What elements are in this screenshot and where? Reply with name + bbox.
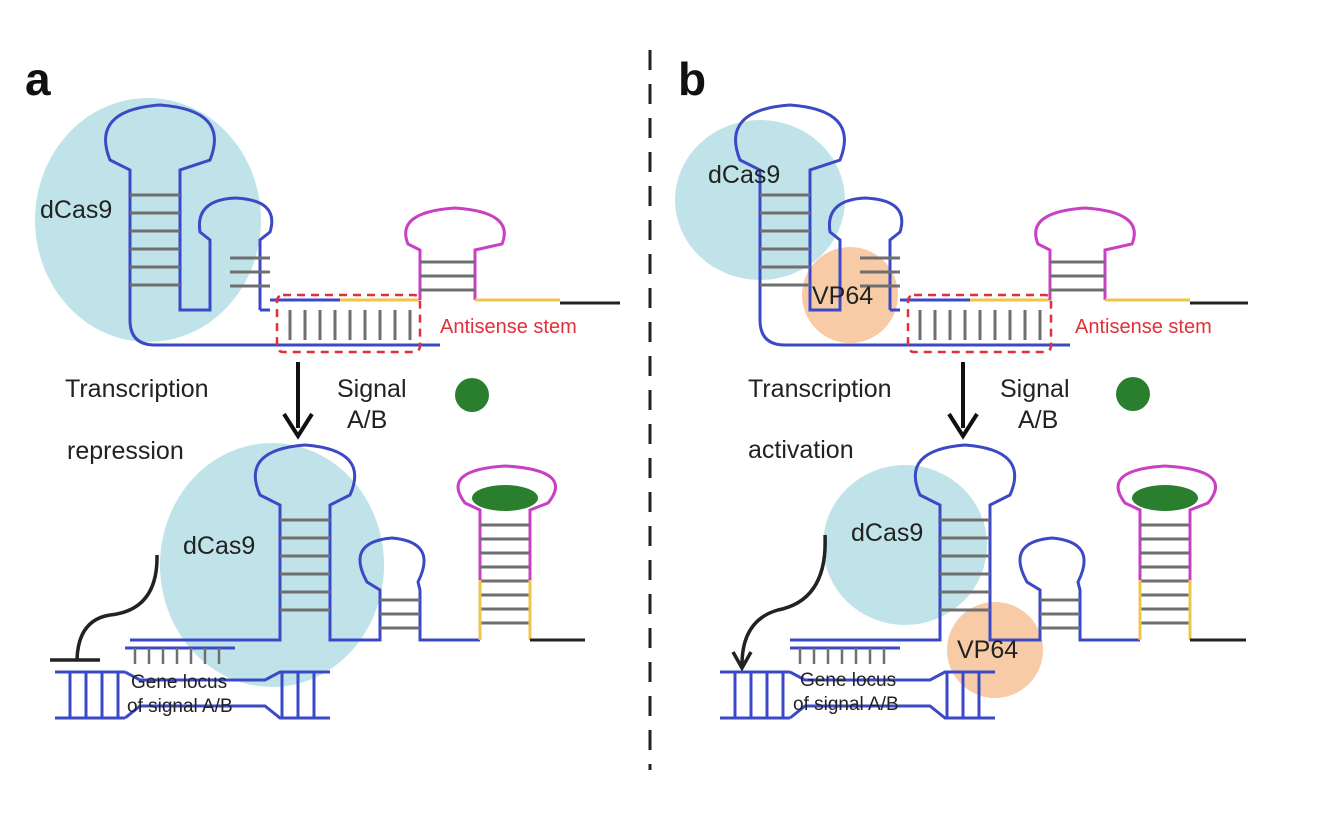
arrow-head-a [282, 412, 314, 440]
signal-molecule-a [455, 378, 489, 412]
repression-label-a: repression [67, 437, 184, 465]
magenta-hairpin-bottom-b [1116, 464, 1217, 640]
sgrna-top-a [104, 103, 440, 347]
gene-locus-label2-a: of signal A/B [127, 696, 233, 717]
gene-locus-label2-b: of signal A/B [793, 694, 899, 715]
vp64-label-top-b: VP64 [812, 282, 873, 310]
stem1-rungs-bottom-b [940, 518, 990, 612]
dcas9-label-bottom-a: dCas9 [183, 532, 255, 560]
signal-ab-label-a: A/B [347, 406, 387, 434]
signal-label-b: Signal [1000, 375, 1070, 403]
panel-a-letter: a [25, 53, 51, 105]
bound-signal-b [1132, 485, 1198, 511]
activation-arrowhead-b [731, 651, 753, 672]
activation-label-b: activation [748, 436, 854, 464]
dcas9-blob-top-a [35, 98, 261, 342]
stem2-rungs-b [860, 256, 900, 288]
magenta-hairpin-a [404, 206, 506, 300]
antisense-box-b [906, 293, 1053, 354]
stem2-rungs-bottom-a [380, 598, 420, 630]
stem1-rungs-bottom-a [280, 518, 330, 612]
signal-ab-label-b: A/B [1018, 406, 1058, 434]
antisense-duplex-a [288, 310, 412, 340]
repression-bar-a [75, 554, 159, 661]
magenta-hairpin-bottom-a [456, 464, 557, 640]
signal-molecule-b [1116, 377, 1150, 411]
gene-locus-rungs-b [733, 672, 981, 718]
stem1-rungs-a [130, 193, 180, 287]
magenta-rungs-b [1050, 260, 1105, 292]
antisense-duplex-b [918, 310, 1042, 340]
magenta-rungs-bottom-a [480, 523, 530, 625]
arrow-head-b [947, 412, 979, 440]
gene-locus-label-a: Gene locus [131, 672, 227, 693]
stem1-rungs-b [760, 193, 810, 287]
antisense-label-b: Antisense stem [1075, 316, 1212, 338]
dcas9-blob-bottom-a [160, 443, 384, 687]
activation-arrow-b [740, 534, 827, 666]
magenta-rungs-bottom-b [1140, 523, 1190, 625]
guide-dna-rungs-a [133, 648, 221, 664]
vp64-blob-bottom-b [947, 602, 1043, 698]
dcas9-label-bottom-b: dCas9 [851, 519, 923, 547]
transcription-label-b: Transcription [748, 375, 892, 403]
dcas9-label-top-a: dCas9 [40, 196, 112, 224]
vp64-label-bottom-b: VP64 [957, 636, 1018, 664]
panel-b: b VP64 [675, 53, 1248, 720]
sgrna-top-b [734, 103, 1070, 347]
dcas9-blob-bottom-b [823, 465, 987, 625]
antisense-label-a: Antisense stem [440, 316, 577, 338]
gene-locus-rungs-a [68, 672, 316, 718]
guide-dna-rungs-b [798, 648, 886, 664]
panel-a: a [25, 53, 620, 720]
stem2-rungs-a [230, 256, 270, 288]
bound-signal-a [472, 485, 538, 511]
transcription-label-a: Transcription [65, 375, 209, 403]
panel-b-letter: b [678, 53, 706, 105]
dcas9-label-top-b: dCas9 [708, 161, 780, 189]
scaffold-backbone-a [104, 103, 274, 347]
magenta-rungs-a [420, 260, 475, 292]
antisense-box-a [275, 293, 422, 354]
signal-label-a: Signal [337, 375, 407, 403]
gene-locus-label-b: Gene locus [800, 670, 896, 691]
stem2-rungs-bottom-b [1040, 598, 1080, 630]
magenta-hairpin-b [1034, 206, 1136, 300]
